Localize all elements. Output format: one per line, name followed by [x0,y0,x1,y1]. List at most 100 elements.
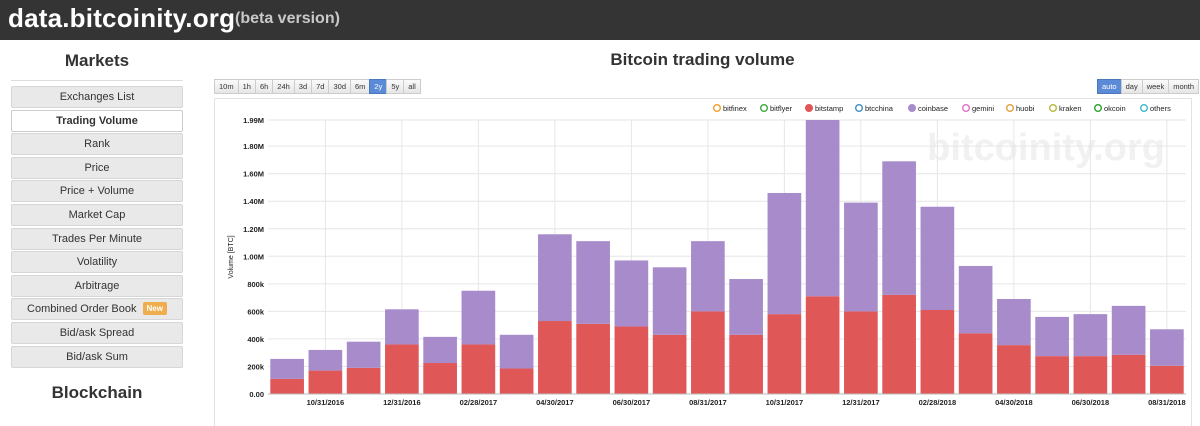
resolution-button-day[interactable]: day [1120,79,1142,94]
y-axis-label: Volume [BTC] [228,235,235,278]
legend-marker-others [1139,103,1148,112]
sidebar-item-price-volume[interactable]: Price + Volume [11,180,183,203]
x-tick-label: 10/31/2016 [307,398,345,407]
legend-marker-huobi [1006,103,1015,112]
range-button-3d[interactable]: 3d [293,79,312,94]
new-badge: New [142,302,167,316]
bar-coinbase [385,309,419,345]
legend-marker-bitstamp [805,103,814,112]
resolution-selector: auto day week month [1097,79,1200,94]
range-button-6m[interactable]: 6m [350,79,370,94]
legend-label-bitflyer: bitflyer [770,104,793,113]
bar-bitstamp [538,321,572,394]
sidebar-item-trades-per-minute[interactable]: Trades Per Minute [11,227,183,250]
site-logo[interactable]: data.bitcoinity.org [8,3,236,33]
bar-bitstamp [576,323,610,394]
sidebar-item-volatility[interactable]: Volatility [11,251,183,274]
sidebar-item-label: Bid/ask Spread [59,327,135,339]
x-tick-label: 04/30/2018 [995,398,1033,407]
legend-marker-coinbase [908,103,917,112]
bar-bitstamp [346,367,381,394]
x-tick-label: 06/30/2017 [613,398,651,407]
bar-bitstamp [844,311,878,394]
sidebar-item-label: Trading Volume [56,114,138,127]
sidebar-item-label: Price [84,161,110,174]
legend-label-okcoin: okcoin [1104,104,1126,113]
bar-bitstamp [461,344,496,394]
bar-coinbase [997,298,1031,346]
blockchain-heading: Blockchain [51,383,143,402]
bar-coinbase [1073,314,1108,357]
x-tick-label: 10/31/2017 [766,398,804,407]
sidebar-item-label: Volatility [76,256,118,269]
resolution-button-week[interactable]: week [1141,79,1169,94]
bar-coinbase [920,206,955,311]
y-tick-label: 200k [247,362,265,371]
bar-bitstamp [614,326,649,394]
legend-marker-gemini [962,103,971,112]
bar-bitstamp [385,344,419,394]
sidebar-item-market-cap[interactable]: Market Cap [11,204,183,226]
y-tick-label: 1.60M [243,170,264,179]
resolution-button-month[interactable]: month [1168,79,1200,94]
bar-bitstamp [1035,356,1069,394]
bar-coinbase [729,279,763,335]
range-button-6h[interactable]: 6h [254,79,273,94]
sidebar-item-label: Rank [84,138,110,151]
x-tick-label: 04/30/2017 [536,398,574,407]
bar-bitstamp [997,345,1031,394]
range-button-10m[interactable]: 10m [214,79,238,94]
legend-marker-btcchina [855,103,864,112]
bar-bitstamp [805,296,840,394]
bar-coinbase [614,260,649,327]
sidebar-item-trading-volume[interactable]: Trading Volume [11,109,183,132]
range-button-30d[interactable]: 30d [328,79,350,94]
time-range-selector: 10m 1h 6h 24h 3d 7d 30d 6m 2y 5y all [214,79,421,94]
bar-coinbase [423,336,457,364]
bar-bitstamp [308,370,343,394]
top-navbar: data.bitcoinity.org (beta version) [0,0,1200,40]
markets-divider [11,80,183,81]
sidebar-item-arbitrage[interactable]: Arbitrage [11,274,183,297]
range-button-7d[interactable]: 7d [311,79,329,94]
bar-coinbase [499,334,534,369]
x-tick-label: 12/31/2016 [383,398,421,407]
range-button-2y[interactable]: 2y [369,79,387,94]
sidebar-item-label: Arbitrage [74,279,120,292]
sidebar-item-label: Market Cap [68,209,126,221]
x-tick-label: 02/28/2017 [460,398,498,407]
beta-label: (beta version) [235,10,340,27]
sidebar-item-exchanges-list[interactable]: Exchanges List [11,86,183,108]
range-button-all[interactable]: all [403,79,421,94]
legend-label-kraken: kraken [1059,104,1082,113]
bar-bitstamp [1073,356,1108,394]
sidebar-item-bid-ask-sum[interactable]: Bid/ask Sum [11,345,183,368]
sidebar-item-rank[interactable]: Rank [11,133,183,156]
legend-label-btcchina: btcchina [865,104,894,113]
x-tick-label: 06/30/2018 [1072,398,1110,407]
bar-bitstamp [652,334,687,394]
bar-coinbase [1150,329,1184,366]
bar-coinbase [308,349,343,371]
sidebar-item-label: Exchanges List [59,91,135,103]
range-button-1h[interactable]: 1h [237,79,255,94]
resolution-button-auto[interactable]: auto [1097,79,1121,94]
bar-coinbase [767,192,802,315]
range-button-5y[interactable]: 5y [386,79,404,94]
bar-coinbase [1111,305,1146,355]
y-tick-label: 800k [247,280,265,289]
bar-coinbase [270,358,304,379]
chart-title: Bitcoin trading volume [610,50,795,69]
legend-marker-okcoin [1093,103,1102,112]
sidebar-item-price[interactable]: Price [11,156,183,179]
x-tick-label: 08/31/2018 [1148,398,1186,407]
sidebar-item-bid-ask-spread[interactable]: Bid/ask Spread [11,322,183,344]
sidebar-item-combined-order-book[interactable]: Combined Order Book New [11,298,183,321]
legend-label-bitfinex: bitfinex [723,104,747,113]
range-button-24h[interactable]: 24h [272,79,294,94]
y-tick-label: 600k [247,307,265,316]
sidebar-item-label: Combined Order Book [27,303,137,316]
legend-label-others: others [1150,104,1171,113]
bar-bitstamp [1150,365,1184,394]
